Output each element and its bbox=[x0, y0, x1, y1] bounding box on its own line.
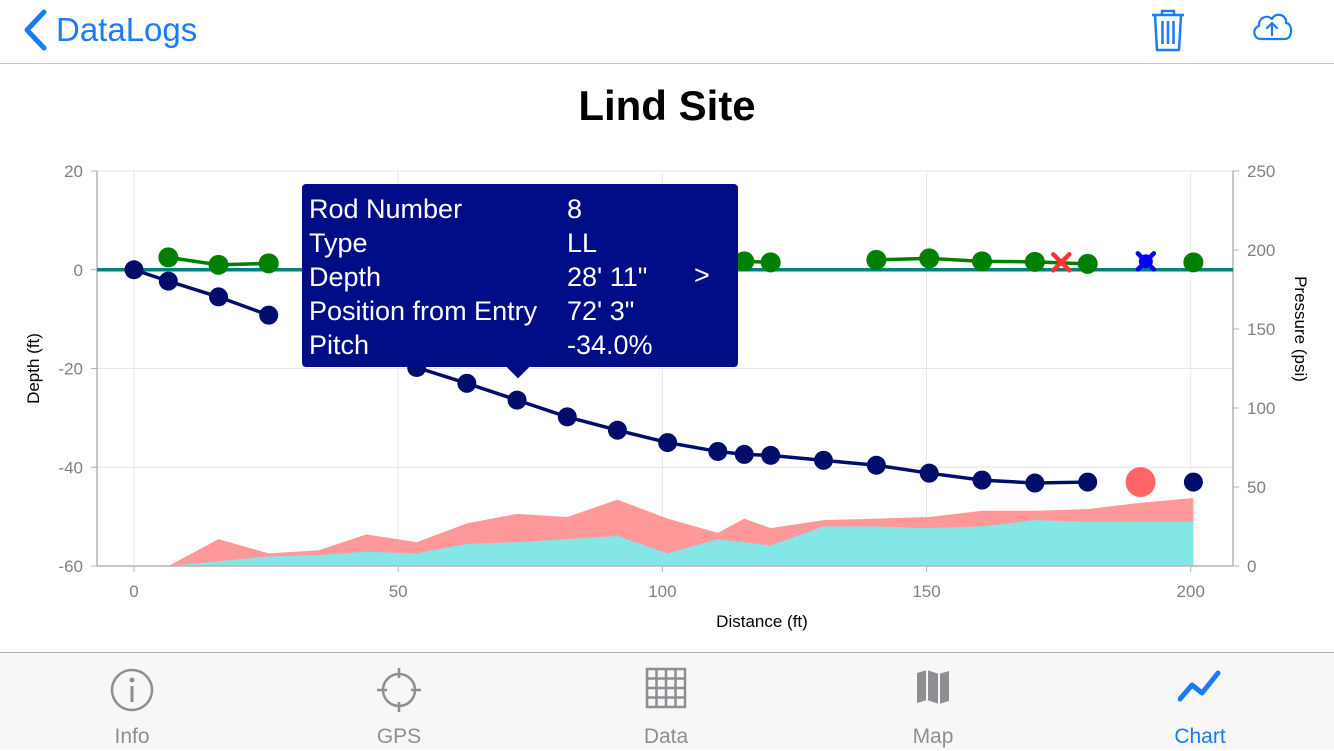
surface-point bbox=[919, 248, 940, 269]
depth-point bbox=[507, 390, 527, 410]
tooltip-value: 8 bbox=[567, 194, 583, 224]
depth-point bbox=[209, 287, 229, 307]
surface-point bbox=[734, 251, 755, 272]
tooltip-value: 28' 11" bbox=[567, 262, 648, 292]
depth-point bbox=[658, 433, 678, 453]
tooltip-row-depth: Depth 28' 11" bbox=[309, 260, 738, 294]
x-tick-label: 150 bbox=[912, 582, 940, 601]
tab-bar: Info GPS Data Map Chart bbox=[0, 652, 1334, 750]
tab-label: GPS bbox=[376, 725, 422, 748]
x-tick-label: 50 bbox=[389, 582, 408, 601]
y2-tick-label: 100 bbox=[1247, 399, 1275, 418]
tooltip-row-position: Position from Entry 72' 3" bbox=[309, 294, 738, 328]
highlight-marker bbox=[1125, 467, 1156, 498]
depth-point bbox=[124, 260, 144, 280]
surface-point bbox=[760, 252, 781, 273]
depth-pressure-chart: 0 50 100 150 200200-20-40-60250200150100500D… bbox=[24, 162, 1310, 631]
tab-label: Map bbox=[912, 725, 954, 748]
tab-label: Info bbox=[114, 725, 150, 748]
y2-tick-label: 200 bbox=[1247, 241, 1275, 260]
depth-point bbox=[734, 444, 754, 464]
y2-axis-title: Pressure (psi) bbox=[1291, 276, 1310, 382]
tooltip-key: Position from Entry bbox=[309, 296, 538, 326]
surface-point bbox=[866, 249, 887, 270]
depth-point bbox=[259, 305, 279, 325]
cloud-upload-icon bbox=[1253, 13, 1293, 41]
surface-point bbox=[972, 251, 993, 272]
x-tick-label: 100 bbox=[648, 582, 676, 601]
tab-label: Chart bbox=[1174, 725, 1226, 748]
y2-tick-label: 150 bbox=[1247, 320, 1275, 339]
pressure-part-area bbox=[168, 520, 1194, 566]
surface-point bbox=[208, 254, 229, 275]
page-title: Lind Site bbox=[578, 82, 756, 129]
depth-point bbox=[919, 463, 939, 483]
y2-tick-label: 250 bbox=[1247, 162, 1275, 181]
x-tick-label: 0 bbox=[129, 582, 138, 601]
navigation-bar: DataLogs bbox=[0, 0, 1334, 64]
tooltip-value: 72' 3" bbox=[567, 296, 635, 326]
depth-point bbox=[972, 470, 992, 490]
depth-point bbox=[557, 407, 577, 427]
surface-point bbox=[1077, 253, 1098, 274]
y-tick-label: 20 bbox=[64, 162, 83, 181]
tooltip-row-pitch: Pitch -34.0% bbox=[309, 328, 738, 362]
surface-point bbox=[258, 253, 279, 274]
surface-point bbox=[158, 247, 179, 268]
depth-point bbox=[1183, 472, 1203, 492]
tab-map[interactable]: Map bbox=[853, 653, 1013, 751]
x-marker bbox=[1135, 251, 1157, 272]
x-tick-label: 200 bbox=[1177, 582, 1205, 601]
depth-point bbox=[866, 455, 886, 475]
y-tick-label: -40 bbox=[58, 458, 83, 477]
depth-point bbox=[1078, 472, 1098, 492]
upload-button[interactable] bbox=[1250, 8, 1294, 49]
depth-point bbox=[708, 441, 728, 461]
depth-point bbox=[457, 373, 477, 393]
x-marker bbox=[1051, 252, 1072, 273]
back-label: DataLogs bbox=[56, 11, 198, 48]
depth-point bbox=[158, 271, 178, 291]
tooltip-key: Depth bbox=[309, 262, 382, 292]
trash-icon bbox=[1152, 9, 1184, 52]
tooltip-value: -34.0% bbox=[567, 330, 653, 360]
depth-point bbox=[607, 420, 627, 440]
y2-tick-label: 50 bbox=[1247, 478, 1266, 497]
chevron-left-icon bbox=[24, 9, 47, 51]
tooltip-key: Type bbox=[309, 228, 368, 258]
rod-tooltip[interactable]: Rod Number 8 Type LL Depth 28' 11" Posit… bbox=[302, 184, 738, 379]
tooltip-row-rod-number: Rod Number 8 bbox=[309, 192, 738, 226]
tooltip-detail-arrow[interactable]: > bbox=[694, 260, 710, 290]
crosshair-icon bbox=[377, 668, 421, 712]
depth-point bbox=[814, 450, 834, 470]
depth-point bbox=[761, 445, 781, 465]
info-circle-icon bbox=[110, 668, 154, 712]
y-tick-label: -20 bbox=[58, 360, 83, 379]
tab-label: Data bbox=[643, 725, 689, 748]
grid-icon bbox=[645, 667, 687, 709]
y-tick-label: -60 bbox=[58, 557, 83, 576]
x-axis-title: Distance (ft) bbox=[716, 612, 808, 631]
surface-point bbox=[1183, 252, 1204, 273]
tab-data[interactable]: Data bbox=[586, 653, 746, 751]
tooltip-value: LL bbox=[567, 228, 598, 258]
back-button[interactable]: DataLogs bbox=[22, 8, 197, 52]
y2-tick-label: 0 bbox=[1247, 557, 1256, 576]
y-tick-label: 0 bbox=[74, 261, 83, 280]
map-icon bbox=[917, 670, 949, 704]
tab-gps[interactable]: GPS bbox=[319, 653, 479, 751]
tooltip-row-type: Type LL bbox=[309, 226, 738, 260]
tooltip-key: Pitch bbox=[309, 330, 370, 360]
depth-point bbox=[1025, 473, 1045, 493]
y-axis-title: Depth (ft) bbox=[24, 333, 43, 404]
tooltip-key: Rod Number bbox=[309, 194, 463, 224]
line-chart-icon bbox=[1178, 670, 1221, 702]
tab-chart[interactable]: Chart bbox=[1120, 653, 1280, 751]
trash-button[interactable] bbox=[1150, 8, 1186, 57]
tab-info[interactable]: Info bbox=[52, 653, 212, 751]
surface-point bbox=[1024, 251, 1045, 272]
